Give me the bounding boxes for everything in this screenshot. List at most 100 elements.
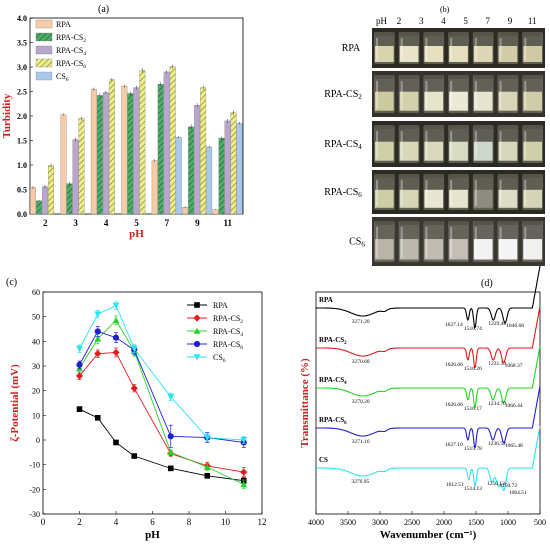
x-tick-label: 4 — [104, 218, 109, 228]
bottle-cap — [424, 125, 444, 129]
data-point — [76, 345, 83, 353]
bar — [48, 165, 54, 215]
bottle-liquid — [473, 46, 493, 62]
x-tick-label: 11 — [224, 218, 233, 228]
bottle-cap — [449, 174, 468, 178]
bottle-highlight — [474, 81, 477, 109]
x-tick-label: 2 — [77, 517, 82, 527]
data-point — [94, 415, 101, 421]
photo-row-label-sub: 2 — [358, 93, 362, 101]
data-point — [167, 433, 174, 440]
legend-label-text: RPA-CS — [213, 327, 240, 336]
legend-label: RPA-CS4 — [213, 327, 243, 338]
bottle-highlight — [425, 131, 428, 159]
bottle-liquid — [473, 189, 493, 208]
bottle-cap — [449, 75, 468, 79]
y-tick-label: 0.5 — [17, 186, 27, 195]
peak-label: 1150.72 — [500, 483, 518, 489]
data-point — [76, 361, 83, 368]
x-tick-label: 2500 — [404, 518, 420, 527]
data-point — [193, 354, 201, 361]
photo-row-label: CS6 — [349, 237, 365, 249]
data-point — [167, 448, 175, 456]
bottle-cap — [473, 32, 493, 36]
bottle-cap — [498, 32, 518, 36]
bottle-cap — [473, 75, 493, 79]
bottle-highlight — [499, 227, 502, 258]
photo-row-label: RPA — [342, 43, 361, 54]
y-tick-label: 2.0 — [17, 112, 27, 121]
peak-label: 1514.13 — [464, 486, 482, 492]
legend-label-sub: 6 — [83, 64, 86, 70]
legend-label-text: CS — [56, 72, 66, 81]
spectrum-line — [316, 425, 541, 492]
bottle-highlight — [400, 180, 403, 206]
legend-label: RPA-CS4 — [56, 46, 86, 57]
bottle-liquid — [375, 189, 394, 208]
peak-label: 1046.68 — [506, 323, 524, 329]
bar — [151, 160, 158, 215]
bottle-liquid — [399, 91, 419, 111]
series-label-sub: 4 — [344, 381, 347, 386]
photo-row-label-text: CS — [349, 237, 361, 248]
bottle-liquid — [375, 141, 394, 161]
data-point — [94, 311, 102, 318]
x-tick-label: 3000 — [372, 518, 388, 527]
ph-header-value: 5 — [463, 16, 468, 26]
bottle-liquid — [523, 141, 542, 161]
peak-label: 1516.74 — [464, 326, 482, 332]
legend-swatch — [35, 45, 53, 55]
data-point — [193, 327, 201, 334]
x-tick-label: 9 — [195, 218, 200, 228]
x-tick-label: 7 — [165, 218, 170, 228]
bottle-liquid — [449, 189, 468, 208]
data-point — [130, 384, 138, 392]
y-tick-label: -30 — [29, 510, 40, 519]
bottle-cap — [375, 221, 394, 225]
bottle-liquid — [449, 239, 468, 260]
data-point — [194, 302, 200, 308]
bottle-highlight — [499, 131, 502, 159]
y-tick-label: 40 — [32, 337, 40, 346]
peak-label: 1065.48 — [505, 443, 523, 449]
series-label: RPA-CS6 — [319, 416, 347, 426]
bottle-cap — [375, 75, 394, 79]
y-tick-label: 60 — [32, 288, 40, 297]
legend-swatch — [35, 19, 53, 29]
bar — [236, 123, 243, 215]
bottle-highlight — [499, 81, 502, 109]
data-point — [112, 334, 120, 341]
photo-row-label-sub: 6 — [361, 241, 365, 249]
ftir-spectra-chart: 4000 3500 3000 2500 2000 1500 1000 500 Wavenumbe… — [299, 265, 546, 541]
ph-header-value: 2 — [397, 16, 402, 26]
legend-swatch — [35, 71, 53, 81]
series-label-text: RPA-CS — [319, 376, 344, 384]
bottle-highlight — [524, 180, 527, 206]
y-axis-label: Turbidity — [1, 93, 13, 138]
series-label-sub: 6 — [344, 421, 347, 426]
bottle-liquid — [399, 239, 419, 260]
x-tick-label: 1000 — [500, 518, 516, 527]
data-point — [240, 437, 248, 444]
data-point — [94, 350, 102, 358]
peak-label: 1068.37 — [505, 363, 523, 369]
bottle-cap — [449, 125, 468, 129]
x-tick-label: 500 — [534, 518, 546, 527]
data-point — [193, 314, 201, 322]
bar — [78, 118, 85, 215]
legend-label: RPA — [56, 20, 71, 29]
data-point — [167, 394, 175, 401]
photo-row-label-text: RPA — [342, 43, 361, 54]
legend-label-text: RPA-CS — [56, 33, 83, 42]
x-axis-label: pH — [129, 228, 144, 240]
panel-tag-d: (d) — [481, 278, 493, 289]
zeta-potential-chart: -30 -20 -10 0 10 20 30 40 50 60 0 2 4 6 8 10 12 pH ζ-Poten… — [9, 288, 267, 541]
bar — [200, 87, 207, 215]
bottle-cap — [498, 75, 518, 79]
x-tick-label: 10 — [221, 517, 231, 527]
bar — [72, 139, 79, 215]
bar — [102, 92, 109, 215]
peak-label: 3271.20 — [352, 319, 370, 325]
panel-tag-c: (c) — [6, 277, 17, 288]
bar — [60, 114, 67, 215]
